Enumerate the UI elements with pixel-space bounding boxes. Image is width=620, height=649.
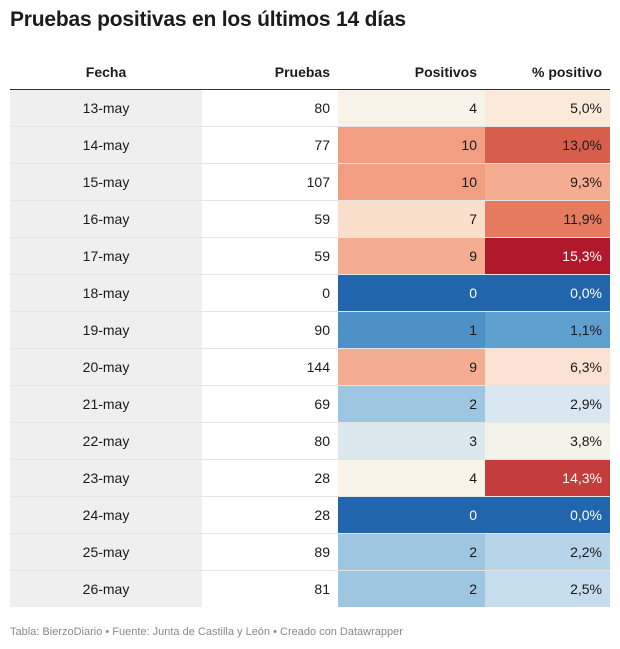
cell-pct-positivo: 9,3% [485, 163, 610, 201]
data-table: Fecha Pruebas Positivos % positivo 13-ma… [10, 54, 610, 607]
cell-pct-positivo: 3,8% [485, 422, 610, 460]
cell-fecha: 13-may [10, 89, 202, 127]
table-row: 14-may 77 10 13,0% [10, 126, 610, 164]
cell-pruebas: 69 [202, 385, 338, 423]
cell-positivos: 3 [338, 422, 485, 460]
table-row: 18-may 0 0 0,0% [10, 274, 610, 312]
footer-credits: Tabla: BierzoDiario • Fuente: Junta de C… [10, 626, 403, 638]
cell-positivos: 10 [338, 126, 485, 164]
table-row: 20-may 144 9 6,3% [10, 348, 610, 386]
cell-positivos: 0 [338, 496, 485, 534]
table-body: 13-may 80 4 5,0% 14-may 77 10 13,0% 15-may 107 10 9… [10, 89, 610, 607]
cell-fecha: 17-may [10, 237, 202, 275]
cell-pct-positivo: 1,1% [485, 311, 610, 349]
table-row: 21-may 69 2 2,9% [10, 385, 610, 423]
cell-positivos: 9 [338, 348, 485, 386]
cell-positivos: 2 [338, 570, 485, 607]
cell-fecha: 19-may [10, 311, 202, 349]
cell-fecha: 23-may [10, 459, 202, 497]
table-row: 23-may 28 4 14,3% [10, 459, 610, 497]
cell-pruebas: 77 [202, 126, 338, 164]
table-header-row: Fecha Pruebas Positivos % positivo [10, 54, 610, 90]
cell-pruebas: 90 [202, 311, 338, 349]
column-header-pct-positivo[interactable]: % positivo [485, 54, 610, 90]
cell-fecha: 21-may [10, 385, 202, 423]
cell-pruebas: 0 [202, 274, 338, 312]
column-header-positivos[interactable]: Positivos [338, 54, 485, 90]
cell-pruebas: 80 [202, 89, 338, 127]
cell-fecha: 24-may [10, 496, 202, 534]
cell-pct-positivo: 0,0% [485, 496, 610, 534]
table-row: 15-may 107 10 9,3% [10, 163, 610, 201]
cell-fecha: 16-may [10, 200, 202, 238]
cell-positivos: 4 [338, 459, 485, 497]
cell-pct-positivo: 6,3% [485, 348, 610, 386]
cell-pct-positivo: 0,0% [485, 274, 610, 312]
cell-pruebas: 59 [202, 200, 338, 238]
cell-fecha: 26-may [10, 570, 202, 607]
table-row: 22-may 80 3 3,8% [10, 422, 610, 460]
cell-pruebas: 28 [202, 459, 338, 497]
cell-fecha: 22-may [10, 422, 202, 460]
cell-positivos: 7 [338, 200, 485, 238]
table-row: 13-may 80 4 5,0% [10, 89, 610, 127]
cell-pct-positivo: 2,9% [485, 385, 610, 423]
cell-pruebas: 28 [202, 496, 338, 534]
cell-pct-positivo: 2,5% [485, 570, 610, 607]
table-row: 24-may 28 0 0,0% [10, 496, 610, 534]
cell-pruebas: 59 [202, 237, 338, 275]
cell-fecha: 15-may [10, 163, 202, 201]
table-row: 25-may 89 2 2,2% [10, 533, 610, 571]
cell-positivos: 4 [338, 89, 485, 127]
cell-pruebas: 81 [314, 581, 330, 597]
column-header-pruebas[interactable]: Pruebas [202, 54, 338, 90]
cell-positivos: 1 [338, 311, 485, 349]
cell-fecha: 25-may [10, 533, 202, 571]
cell-pct-positivo: 2,2% [485, 533, 610, 571]
cell-positivos: 0 [338, 274, 485, 312]
cell-fecha: 20-may [10, 348, 202, 386]
column-header-fecha[interactable]: Fecha [10, 54, 202, 90]
cell-positivos: 10 [338, 163, 485, 201]
cell-fecha: 18-may [10, 274, 202, 312]
cell-pct-positivo: 15,3% [485, 237, 610, 275]
cell-pct-positivo: 14,3% [485, 459, 610, 497]
cell-pct-positivo: 11,9% [485, 200, 610, 238]
cell-positivos: 2 [338, 533, 485, 571]
cell-pruebas: 80 [202, 422, 338, 460]
cell-pruebas: 107 [202, 163, 338, 201]
cell-positivos: 9 [338, 237, 485, 275]
table-row: 26-may 81 2 2,5% [10, 570, 610, 607]
cell-pruebas: 89 [202, 533, 338, 571]
table-row: 16-may 59 7 11,9% [10, 200, 610, 238]
chart-title: Pruebas positivas en los últimos 14 días [10, 8, 406, 31]
cell-pct-positivo: 13,0% [485, 126, 610, 164]
cell-pct-positivo: 5,0% [485, 89, 610, 127]
table-row: 17-may 59 9 15,3% [10, 237, 610, 275]
cell-positivos: 2 [338, 385, 485, 423]
cell-pruebas: 144 [202, 348, 338, 386]
table-row: 19-may 90 1 1,1% [10, 311, 610, 349]
cell-fecha: 14-may [10, 126, 202, 164]
